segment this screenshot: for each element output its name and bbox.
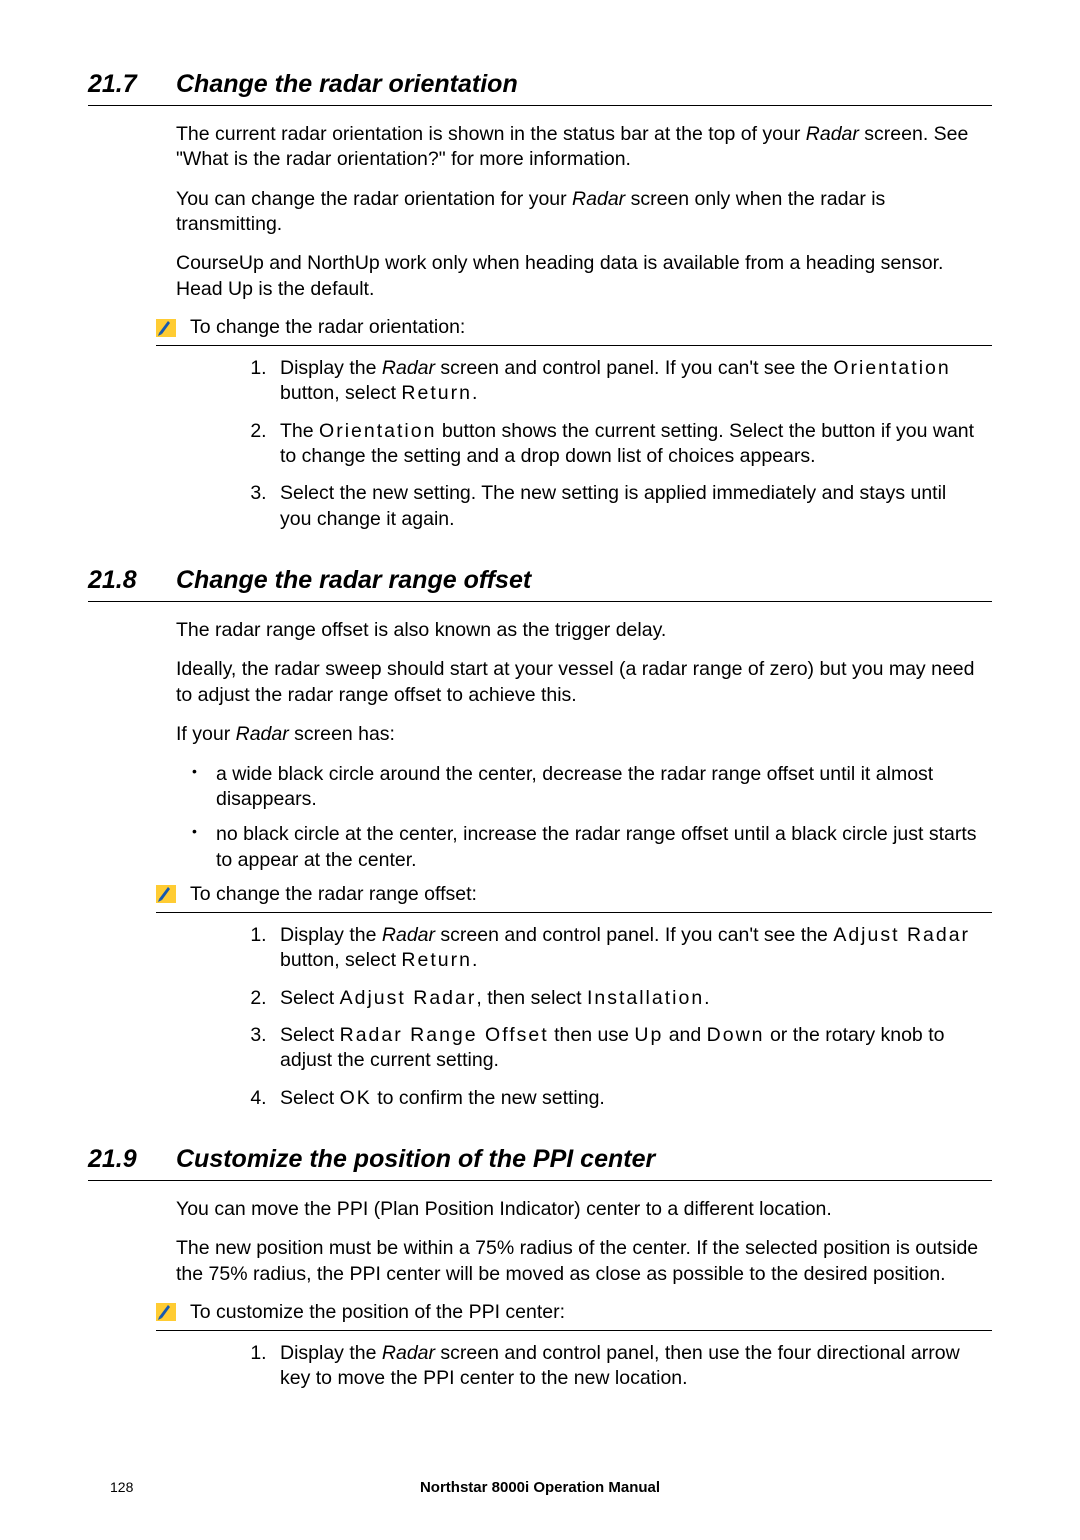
list-item: a wide black circle around the center, d…	[192, 762, 992, 813]
manual-title: Northstar 8000i Operation Manual	[420, 1479, 660, 1496]
page-footer: 128 Northstar 8000i Operation Manual	[0, 1479, 1080, 1496]
section-heading: 21.8Change the radar range offset	[88, 566, 992, 602]
pencil-icon	[156, 885, 176, 903]
pencil-icon	[156, 1303, 176, 1321]
section-title: Customize the position of the PPI center	[176, 1145, 655, 1174]
step-item: Display the Radar screen and control pan…	[272, 356, 992, 407]
section-heading: 21.7Change the radar orientation	[88, 70, 992, 106]
procedure-label: To change the radar range offset:	[190, 883, 477, 906]
section-title: Change the radar range offset	[176, 566, 531, 595]
procedure-heading: To change the radar range offset:	[156, 883, 992, 913]
procedure-heading: To customize the position of the PPI cen…	[156, 1301, 992, 1331]
procedure-heading: To change the radar orientation:	[156, 316, 992, 346]
procedure-steps: Display the Radar screen and control pan…	[88, 1341, 992, 1392]
section-title: Change the radar orientation	[176, 70, 518, 99]
body-text: You can move the PPI (Plan Position Indi…	[176, 1197, 992, 1287]
procedure-steps: Display the Radar screen and control pan…	[88, 356, 992, 532]
step-item: Select Radar Range Offset then use Up an…	[272, 1023, 992, 1074]
page-number: 128	[110, 1479, 133, 1495]
body-text: The radar range offset is also known as …	[176, 618, 992, 747]
step-item: Select Adjust Radar, then select Install…	[272, 986, 992, 1011]
step-item: Display the Radar screen and control pan…	[272, 1341, 992, 1392]
step-item: Select OK to confirm the new setting.	[272, 1086, 992, 1111]
step-item: Display the Radar screen and control pan…	[272, 923, 992, 974]
list-item: no black circle at the center, increase …	[192, 822, 992, 873]
section-heading: 21.9Customize the position of the PPI ce…	[88, 1145, 992, 1181]
step-item: Select the new setting. The new setting …	[272, 481, 992, 532]
pencil-icon	[156, 319, 176, 337]
section-number: 21.7	[88, 70, 176, 99]
section-number: 21.8	[88, 566, 176, 595]
page-content: 21.7Change the radar orientation The curr…	[88, 70, 992, 1392]
step-item: The Orientation button shows the current…	[272, 419, 992, 470]
procedure-label: To customize the position of the PPI cen…	[190, 1301, 565, 1324]
bullet-list: a wide black circle around the center, d…	[88, 762, 992, 873]
procedure-steps: Display the Radar screen and control pan…	[88, 923, 992, 1111]
body-text: The current radar orientation is shown i…	[176, 122, 992, 302]
procedure-label: To change the radar orientation:	[190, 316, 465, 339]
section-number: 21.9	[88, 1145, 176, 1174]
